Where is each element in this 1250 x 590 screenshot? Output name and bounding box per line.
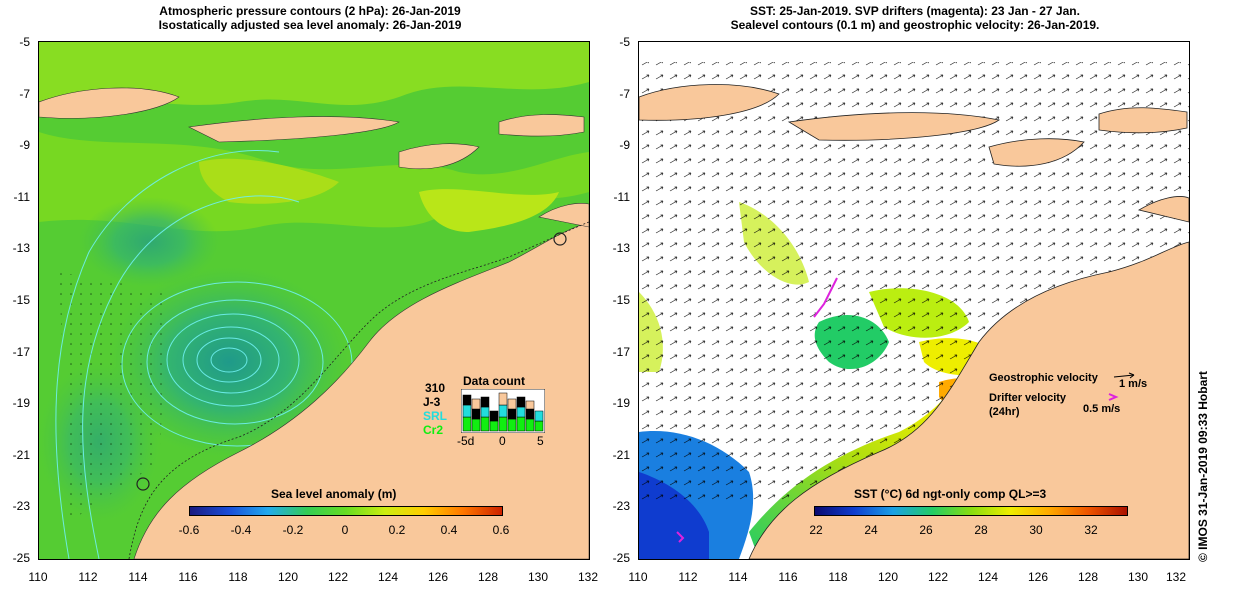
right-xtick: 122 — [927, 570, 949, 584]
drifter-velocity-period: (24hr) — [989, 406, 1020, 418]
left-xtick: 122 — [327, 570, 349, 584]
left-xtick: 110 — [28, 570, 48, 584]
right-ytick: -21 — [612, 448, 630, 462]
right-ytick: -15 — [612, 293, 630, 307]
sea-level-marker-north — [553, 232, 567, 246]
left-ytick: -25 — [12, 551, 30, 565]
sea-level-colorbar — [189, 506, 503, 516]
sea-level-map-panel: Data count 310 J-3 SRL Cr2 -5d 0 5 Sea l… — [38, 41, 590, 560]
right-ytick: -11 — [613, 190, 630, 204]
geo-velocity-value: 1 m/s — [1119, 378, 1148, 390]
sea-level-colorbar-tick: -0.2 — [282, 523, 304, 537]
right-ytick: -23 — [612, 499, 630, 513]
left-ytick: -11 — [13, 190, 30, 204]
sea-level-colorbar-tick: 0.4 — [440, 523, 458, 537]
data-count-axis-start: -5d — [457, 434, 475, 448]
left-xtick: 120 — [277, 570, 299, 584]
right-xtick: 114 — [728, 570, 748, 584]
drifter-track-south — [676, 531, 685, 543]
right-ytick: -25 — [612, 551, 630, 565]
right-xtick: 112 — [678, 570, 698, 584]
right-xtick: 120 — [877, 570, 899, 584]
sea-level-colorbar-tick: -0.4 — [230, 523, 252, 537]
left-title-line2: Isostatically adjusted sea level anomaly… — [158, 18, 462, 32]
sst-colorbar-title: SST (°C) 6d ngt-only comp QL>=3 — [854, 487, 1047, 501]
data-count-label-srl: SRL — [423, 409, 447, 423]
data-count-bars — [461, 389, 545, 433]
sea-level-colorbar-tick: 0 — [341, 523, 349, 537]
left-title-line1: Atmospheric pressure contours (2 hPa): 2… — [159, 4, 461, 18]
right-ytick: -13 — [612, 241, 630, 255]
sea-level-map — [39, 42, 589, 559]
left-xtick: 114 — [128, 570, 148, 584]
data-count-axis-mid: 0 — [499, 434, 506, 448]
drifter-velocity-label: Drifter velocity — [989, 392, 1067, 404]
right-ytick: -5 — [619, 35, 630, 49]
sst-landmass — [639, 84, 1189, 559]
left-xtick: 124 — [377, 570, 399, 584]
right-ytick: -17 — [612, 345, 630, 359]
sst-colorbar-tick: 26 — [919, 523, 933, 537]
left-ytick: -7 — [19, 87, 30, 101]
left-xtick: 128 — [477, 570, 499, 584]
left-xtick: 132 — [577, 570, 599, 584]
sea-level-colorbar-tick: 0.6 — [492, 523, 510, 537]
sea-level-colorbar-tick: 0.2 — [388, 523, 406, 537]
sea-level-colorbar-tick: -0.6 — [178, 523, 200, 537]
left-ytick: -23 — [12, 499, 30, 513]
left-ytick: -13 — [12, 241, 30, 255]
data-count-label-j3: J-3 — [423, 395, 441, 409]
left-ytick: -5 — [19, 35, 30, 49]
sea-level-landmass — [39, 87, 589, 559]
sst-colorbar-tick: 28 — [974, 523, 988, 537]
right-title-line2: Sealevel contours (0.1 m) and geostrophi… — [730, 18, 1100, 32]
left-ytick: -17 — [12, 345, 30, 359]
sst-colorbar-tick: 24 — [864, 523, 878, 537]
right-ytick: -9 — [619, 138, 630, 152]
right-xtick: 124 — [977, 570, 999, 584]
sst-colorbar-tick: 30 — [1029, 523, 1043, 537]
left-ytick: -15 — [12, 293, 30, 307]
imos-credit: © IMOS 31-Jan-2019 09:33 Hobart — [1196, 371, 1210, 562]
left-ytick: -9 — [19, 138, 30, 152]
sea-level-marker-south — [136, 477, 150, 491]
geo-velocity-label: Geostrophic velocity — [989, 372, 1098, 384]
right-xtick: 126 — [1027, 570, 1049, 584]
right-xtick: 132 — [1165, 570, 1187, 584]
sst-colorbar-tick: 22 — [809, 523, 823, 537]
right-xtick: 128 — [1077, 570, 1099, 584]
drifter-velocity-value: 0.5 m/s — [1083, 403, 1121, 415]
drifter-track — [813, 277, 838, 318]
sst-colorbar — [814, 506, 1128, 516]
left-xtick: 112 — [78, 570, 98, 584]
sst-map-panel: Geostrophic velocity 1 m/s Drifter veloc… — [638, 41, 1190, 560]
left-ytick: -19 — [12, 396, 30, 410]
sst-colorbar-tick: 32 — [1084, 523, 1098, 537]
data-count-number: 310 — [425, 381, 446, 395]
sea-level-colorbar-title: Sea level anomaly (m) — [271, 487, 397, 501]
right-ytick: -19 — [612, 396, 630, 410]
right-xtick: 110 — [628, 570, 648, 584]
right-title-line1: SST: 25-Jan-2019. SVP drifters (magenta)… — [750, 4, 1080, 18]
left-xtick: 118 — [228, 570, 248, 584]
data-count-label-cr2: Cr2 — [423, 423, 444, 437]
data-count-inset: Data count 310 J-3 SRL Cr2 -5d 0 5 — [423, 372, 557, 452]
right-xtick: 116 — [778, 570, 798, 584]
data-count-axis-end: 5 — [537, 434, 544, 448]
data-count-title: Data count — [463, 374, 526, 388]
left-ytick: -21 — [12, 448, 30, 462]
right-xtick: 130 — [1127, 570, 1149, 584]
left-xtick: 126 — [427, 570, 449, 584]
right-xtick: 118 — [828, 570, 848, 584]
left-xtick: 116 — [178, 570, 198, 584]
sst-map — [639, 42, 1189, 559]
left-xtick: 130 — [527, 570, 549, 584]
right-ytick: -7 — [619, 87, 630, 101]
